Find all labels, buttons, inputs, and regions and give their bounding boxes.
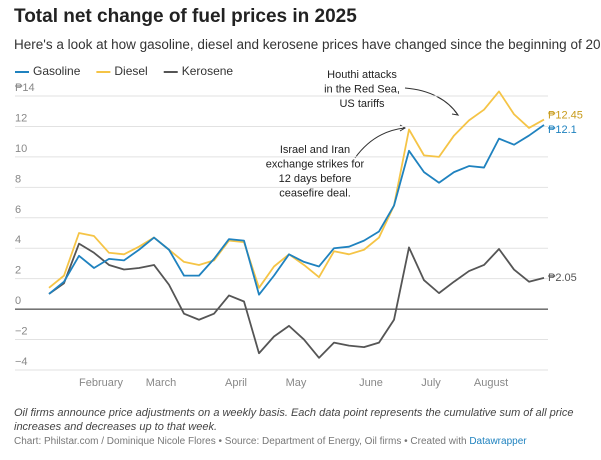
end-label: ₱12.45: [548, 110, 583, 122]
annotation: Houthi attacks: [327, 69, 397, 81]
annotation-arrow: [404, 87, 459, 116]
y-tick-label: 10: [15, 143, 27, 155]
y-tick-label: −2: [15, 326, 28, 338]
chart-title: Total net change of fuel prices in 2025: [14, 6, 357, 27]
series-line: [48, 124, 545, 296]
annotation: in the Red Sea,: [324, 84, 400, 96]
y-tick-label: ₱14: [15, 82, 35, 94]
chart-source: Chart: Philstar.com / Dominique Nicole F…: [14, 436, 527, 447]
legend-label: Kerosene: [182, 64, 234, 78]
y-tick-label: 2: [15, 265, 21, 277]
chart-subtitle: Here's a look at how gasoline, diesel an…: [14, 37, 601, 52]
y-tick-label: 8: [15, 173, 21, 185]
legend-label: Diesel: [114, 64, 147, 78]
series-line: [48, 242, 545, 359]
chart-note: Oil firms announce price adjustments on …: [14, 407, 574, 433]
annotation: US tariffs: [339, 98, 385, 110]
credit: Datawrapper: [469, 436, 527, 447]
y-tick-label: 4: [15, 234, 21, 246]
series-line: [48, 90, 545, 289]
x-tick-label: July: [421, 377, 441, 389]
x-tick-label: August: [474, 377, 508, 389]
legend-label: Gasoline: [33, 64, 81, 78]
x-tick-label: February: [79, 377, 124, 389]
x-tick-label: April: [225, 377, 247, 389]
source-text: Chart: Philstar.com / Dominique Nicole F…: [14, 436, 467, 447]
annotation: 12 days before: [279, 173, 352, 185]
annotation-arrowhead: [451, 109, 460, 116]
x-tick-label: May: [286, 377, 307, 389]
end-label: ₱12.1: [548, 124, 577, 136]
annotation: ceasefire deal.: [279, 188, 351, 200]
annotation: exchange strikes for: [266, 159, 365, 171]
y-tick-label: 6: [15, 204, 21, 216]
end-label: ₱2.05: [548, 272, 577, 284]
y-tick-label: 12: [15, 112, 27, 124]
x-tick-label: March: [146, 377, 177, 389]
x-tick-label: June: [359, 377, 383, 389]
annotation-arrow: [354, 127, 406, 159]
annotation: Israel and Iran: [280, 144, 350, 156]
y-tick-label: −4: [15, 356, 28, 368]
y-tick-label: 0: [15, 295, 21, 307]
